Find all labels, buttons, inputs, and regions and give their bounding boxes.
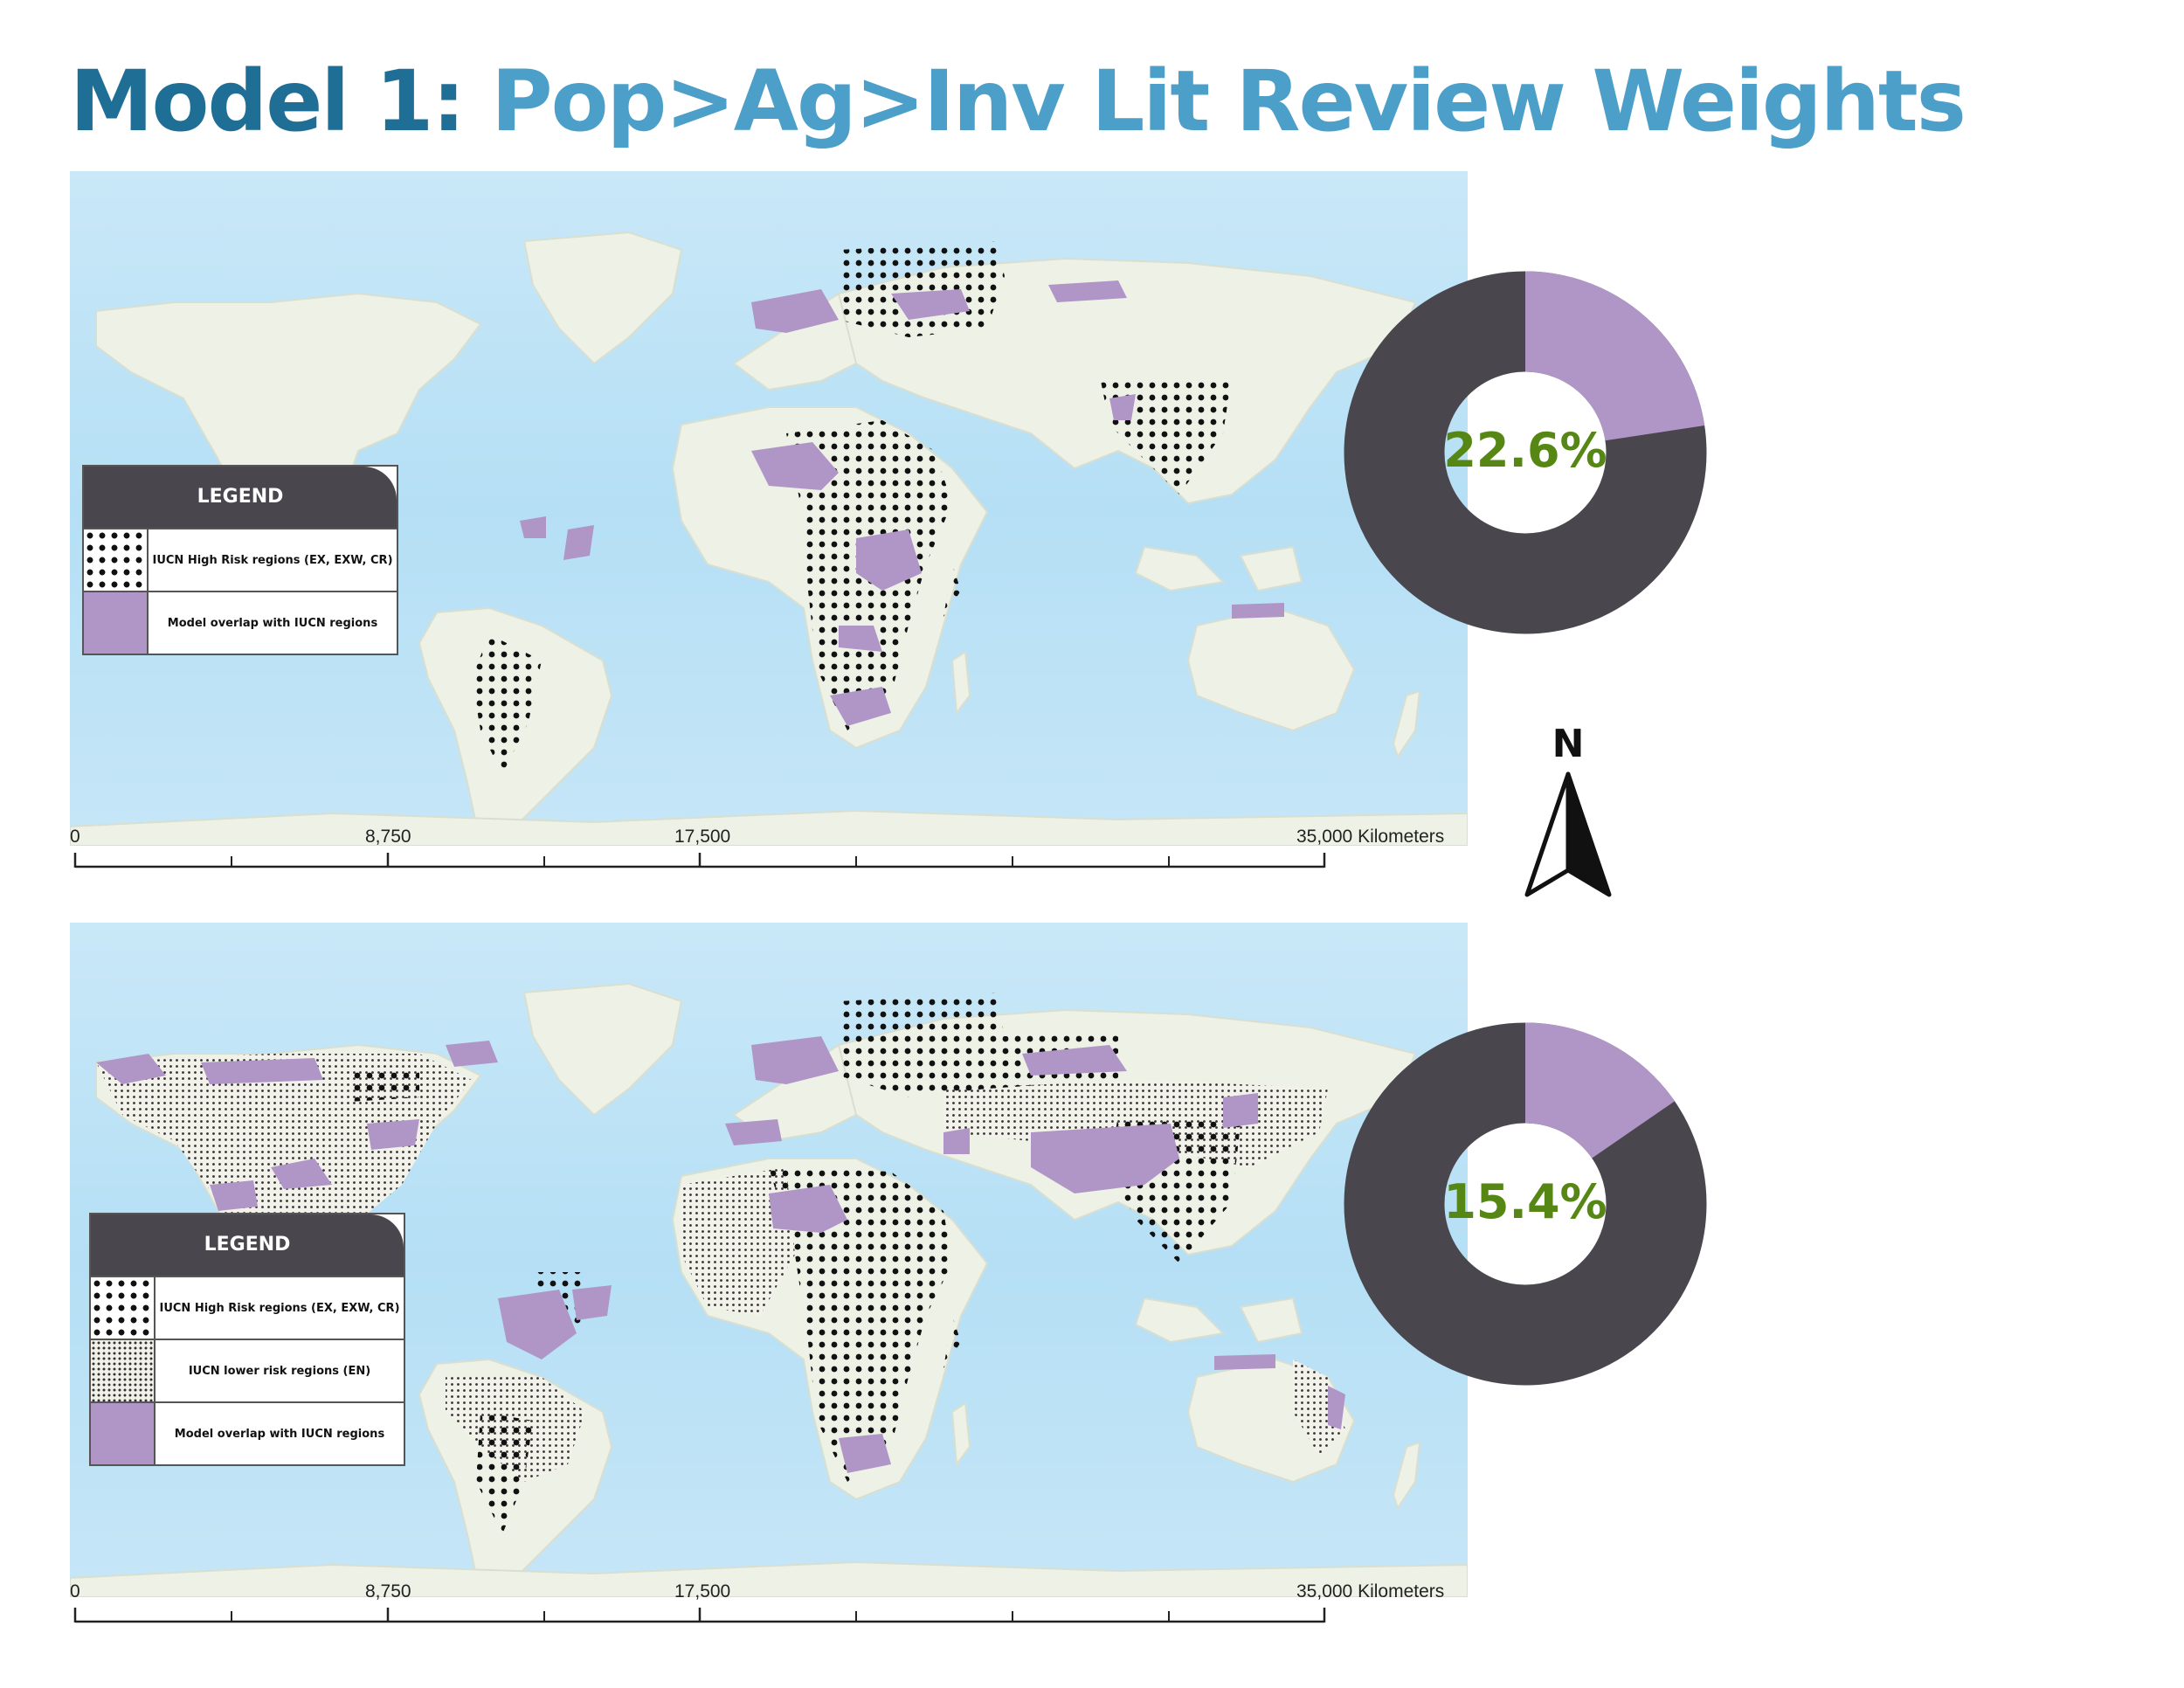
world-map-high-risk: LEGEND IUCN High Risk regions (EX, EXW, … (70, 171, 1468, 846)
legend-item-overlap: Model overlap with IUCN regions (91, 1401, 404, 1464)
scale-tick-label: 0 (70, 1581, 80, 1602)
model-overlap-regions (520, 280, 1284, 726)
scale-tick-label: 17,500 (674, 1581, 731, 1602)
legend-item-lower-risk: IUCN lower risk regions (EN) (91, 1339, 404, 1401)
map-legend: LEGEND IUCN High Risk regions (EX, EXW, … (89, 1213, 405, 1466)
scale-tick-label: 17,500 (674, 827, 731, 847)
title-model-label: Model 1: (70, 52, 466, 150)
world-map-all-risk: LEGEND IUCN High Risk regions (EX, EXW, … (70, 923, 1468, 1597)
scale-tick-label: 8,750 (365, 1581, 411, 1602)
scale-tick-label: 35,000 Kilometers (1296, 1581, 1445, 1602)
donut-overlap-segment (1344, 1022, 1707, 1386)
legend-item-high-risk: IUCN High Risk regions (EX, EXW, CR) (84, 528, 397, 591)
legend-heading: LEGEND (91, 1214, 404, 1276)
north-label: N (1552, 722, 1585, 766)
scale-bar-line (73, 1608, 1326, 1623)
lower-risk-dots-swatch (91, 1340, 156, 1401)
overlap-purple-swatch (84, 592, 149, 654)
title-model-name: Pop>Ag>Inv Lit Review Weights (491, 52, 1966, 150)
scale-tick-label: 8,750 (365, 827, 411, 847)
scale-tick-label: 35,000 Kilometers (1296, 827, 1445, 847)
scale-bar: 0 8,750 17,500 35,000 Kilometers (70, 1581, 1444, 1634)
overlap-percent-label: 15.4% (1443, 1174, 1607, 1229)
legend-item-label: IUCN High Risk regions (EX, EXW, CR) (159, 1301, 400, 1315)
overlap-donut-chart: 15.4% (1342, 1020, 1709, 1387)
overlap-percent-label: 22.6% (1443, 423, 1607, 478)
legend-item-label: IUCN High Risk regions (EX, EXW, CR) (152, 553, 393, 567)
legend-item-label: IUCN lower risk regions (EN) (188, 1364, 371, 1378)
legend-heading: LEGEND (84, 467, 397, 528)
legend-item-overlap: Model overlap with IUCN regions (84, 591, 397, 654)
scale-bar-line (73, 853, 1326, 868)
scale-bar: 0 8,750 17,500 35,000 Kilometers (70, 827, 1444, 879)
page-title: Model 1: Pop>Ag>Inv Lit Review Weights (70, 52, 1966, 150)
legend-item-label: Model overlap with IUCN regions (167, 616, 378, 630)
donut-overlap-segment (1344, 271, 1707, 634)
high-risk-dots-swatch (84, 529, 149, 591)
high-risk-dots-swatch (91, 1277, 156, 1339)
map-legend: LEGEND IUCN High Risk regions (EX, EXW, … (82, 465, 398, 655)
north-arrow: N (1520, 720, 1616, 908)
overlap-donut-chart: 22.6% (1342, 269, 1709, 636)
model-overlap-regions (96, 1036, 1345, 1473)
legend-item-label: Model overlap with IUCN regions (174, 1427, 385, 1441)
overlap-purple-swatch (91, 1403, 156, 1464)
legend-item-high-risk: IUCN High Risk regions (EX, EXW, CR) (91, 1276, 404, 1339)
scale-tick-label: 0 (70, 827, 80, 847)
